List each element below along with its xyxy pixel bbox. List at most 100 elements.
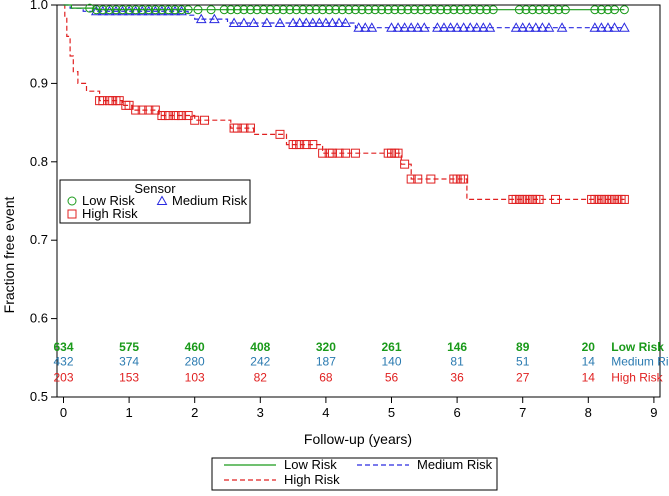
censor-marker [300, 17, 312, 28]
censor-marker [409, 5, 419, 15]
censor-marker [313, 17, 325, 28]
censor-marker [340, 17, 351, 28]
risk-count: 20 [582, 340, 596, 354]
risk-count: 261 [381, 340, 401, 354]
censor-marker [350, 148, 360, 158]
censor-marker [320, 17, 332, 28]
censor-marker [603, 5, 613, 15]
risk-count: 460 [185, 340, 205, 354]
bottom-legend-label: Low Risk [284, 457, 337, 472]
censor-marker [274, 17, 286, 28]
censor-marker [619, 5, 629, 15]
censor-marker [426, 174, 436, 184]
censor-marker [471, 22, 483, 32]
censor-marker [602, 22, 614, 32]
censor-marker [449, 5, 459, 15]
risk-count: 153 [119, 370, 139, 384]
censor-marker [298, 5, 308, 15]
censor-marker [324, 5, 334, 15]
censor-marker [239, 123, 249, 133]
censor-marker [477, 22, 489, 32]
censor-marker [475, 5, 485, 15]
x-tick-label: 7 [519, 405, 526, 420]
censor-marker [609, 22, 620, 32]
risk-count: 280 [185, 355, 205, 369]
censor-marker [530, 22, 542, 32]
censor-marker [104, 5, 114, 15]
risk-count: 89 [516, 340, 530, 354]
censor-marker [596, 22, 607, 32]
censor-marker [219, 5, 229, 15]
censor-marker [294, 17, 306, 28]
censor-marker [547, 5, 557, 15]
censor-marker [318, 148, 328, 158]
censor-marker [514, 5, 524, 15]
censor-marker [341, 148, 351, 158]
bottom-legend-label: Medium Risk [417, 457, 493, 472]
censor-marker [259, 5, 269, 15]
censor-marker [333, 17, 345, 28]
x-tick-label: 9 [650, 405, 657, 420]
censor-marker [124, 100, 134, 110]
legend-marker-circle [67, 196, 77, 206]
risk-count: 634 [53, 340, 73, 354]
censor-marker [308, 140, 318, 150]
censor-marker [436, 5, 446, 15]
censor-marker [350, 5, 360, 15]
risk-count: 146 [447, 340, 467, 354]
censor-marker [432, 22, 443, 32]
censor-marker [406, 174, 416, 184]
censor-marker [610, 5, 620, 15]
inner-legend-title: Sensor [134, 181, 176, 196]
censor-marker [195, 13, 207, 24]
risk-count: 27 [516, 370, 530, 384]
censor-marker [590, 5, 600, 15]
censor-marker [403, 5, 413, 15]
risk-count: 575 [119, 340, 139, 354]
censor-marker [285, 5, 295, 15]
censor-marker [523, 22, 535, 32]
x-tick-label: 6 [453, 405, 460, 420]
censor-marker [278, 5, 288, 15]
censor-marker [458, 22, 470, 32]
censor-marker [400, 159, 410, 169]
x-tick-label: 1 [125, 405, 132, 420]
censor-marker [438, 22, 450, 32]
censor-marker [232, 123, 242, 133]
censor-marker [445, 22, 456, 32]
x-tick-label: 8 [585, 405, 592, 420]
censor-marker [209, 13, 220, 24]
censor-marker [619, 194, 629, 204]
bottom-legend: Low Risk Medium Risk High Risk [211, 457, 498, 491]
censor-marker [239, 5, 249, 15]
censor-marker [301, 140, 311, 150]
censor-marker [137, 105, 147, 115]
risk-count: 432 [53, 355, 73, 369]
censor-marker [295, 140, 305, 150]
legend-marker-square [67, 209, 77, 219]
bottom-legend-label: High Risk [284, 472, 340, 487]
censor-marker [334, 148, 344, 158]
censor-marker [170, 5, 180, 15]
censor-marker [357, 5, 367, 15]
y-axis-label: Fraction free event [1, 197, 17, 314]
x-tick-label: 0 [60, 405, 67, 420]
censor-marker [183, 5, 193, 15]
censor-marker [423, 5, 433, 15]
censor-marker [353, 22, 365, 32]
censor-marker [337, 5, 347, 15]
inner-legend-label: Medium Risk [172, 193, 248, 208]
censor-marker [91, 5, 101, 15]
risk-row-medium-risk: 432 374 280 242 187 140 81 51 14 Medium Risk [53, 355, 669, 369]
censor-marker [190, 115, 200, 125]
censor-marker [177, 111, 187, 121]
censor-marker [144, 105, 154, 115]
censor-marker [442, 5, 452, 15]
censor-marker [488, 5, 498, 15]
censor-marker [383, 5, 393, 15]
censor-marker [462, 5, 472, 15]
y-tick-label: 1.0 [30, 0, 48, 12]
series-low-risk [63, 3, 629, 15]
censor-marker [392, 22, 404, 32]
